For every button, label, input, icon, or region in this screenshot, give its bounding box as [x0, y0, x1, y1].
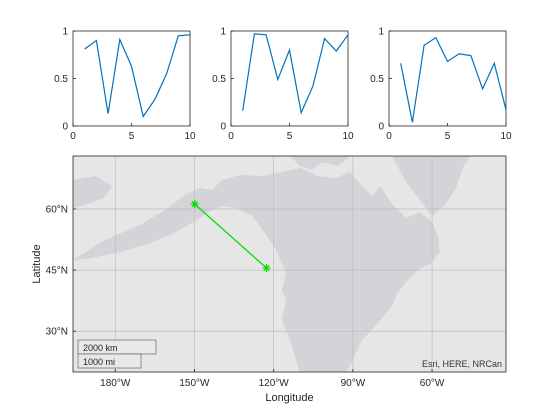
map-ticks: 180°W 150°W 120°W 90°W 60°W 60°N 45°N 30°N [46, 204, 445, 389]
route-point-marker [190, 200, 199, 209]
subplot-1-ticks: 0 5 10 0 0.5 1 [54, 27, 196, 143]
landmass-east-siberia [73, 176, 112, 208]
lon-tick-label: 60°W [420, 378, 445, 389]
ytick-label: 1 [378, 27, 384, 38]
ytick-label: 0 [220, 122, 226, 133]
lat-tick-label: 30°N [46, 327, 68, 338]
basemap [73, 156, 506, 372]
map-axes-box [72, 155, 507, 373]
xtick-label: 5 [129, 131, 135, 142]
xtick-label: 0 [70, 131, 76, 142]
route-line [194, 203, 267, 269]
xtick-label: 5 [287, 131, 293, 142]
scale-bar-mi-box [77, 353, 142, 369]
ytick-label: 1 [220, 27, 226, 38]
ytick-label: 0 [62, 122, 68, 133]
ytick-label: 0.5 [54, 74, 68, 85]
map-attribution: Esri, HERE, NRCan [422, 359, 502, 369]
subplot-3-axes-box [388, 30, 507, 127]
graticule [73, 156, 506, 372]
map-ylabel: Latitude [31, 244, 43, 283]
xtick-label: 10 [342, 131, 354, 142]
lat-tick-label: 45°N [46, 266, 68, 277]
xtick-label: 10 [184, 131, 196, 142]
xtick-label: 10 [500, 131, 512, 142]
lat-tick-label: 60°N [46, 204, 68, 215]
landmass-arctic-islands [290, 156, 350, 170]
xtick-label: 5 [445, 131, 451, 142]
route-point-marker [262, 264, 271, 273]
subplot-2-ticks: 0 5 10 0 0.5 1 [212, 27, 354, 143]
ytick-label: 0.5 [370, 74, 384, 85]
subplot-3-ticks: 0 5 10 0 0.5 1 [370, 27, 512, 143]
scale-bar-mi-label: 1000 mi [83, 357, 115, 367]
lon-tick-label: 120°W [259, 378, 290, 389]
landmass-north-america [73, 168, 440, 372]
subplot-2: 0 5 10 0 0.5 1 [212, 27, 354, 143]
lon-tick-label: 150°W [179, 378, 210, 389]
xtick-label: 0 [386, 131, 392, 142]
lon-tick-label: 180°W [100, 378, 131, 389]
subplot-2-line [242, 33, 349, 115]
map-xlabel: Longitude [265, 392, 313, 404]
landmass-greenland [392, 156, 470, 216]
scale-bar: 2000 km 1000 mi [77, 339, 157, 369]
subplot-1: 0 5 10 0 0.5 1 [54, 27, 196, 143]
subplot-1-line [84, 34, 191, 118]
ytick-label: 1 [62, 27, 68, 38]
route-markers [190, 200, 271, 273]
ytick-label: 0 [378, 122, 384, 133]
lon-tick-label: 90°W [341, 378, 366, 389]
subplot-3-line [400, 36, 507, 123]
subplot-3: 0 5 10 0 0.5 1 [370, 27, 512, 143]
scale-bar-km-label: 2000 km [83, 343, 118, 353]
ytick-label: 0.5 [212, 74, 226, 85]
map-axes: 180°W 150°W 120°W 90°W 60°W 60°N 45°N 30°N 2000… [31, 155, 507, 404]
xtick-label: 0 [228, 131, 234, 142]
